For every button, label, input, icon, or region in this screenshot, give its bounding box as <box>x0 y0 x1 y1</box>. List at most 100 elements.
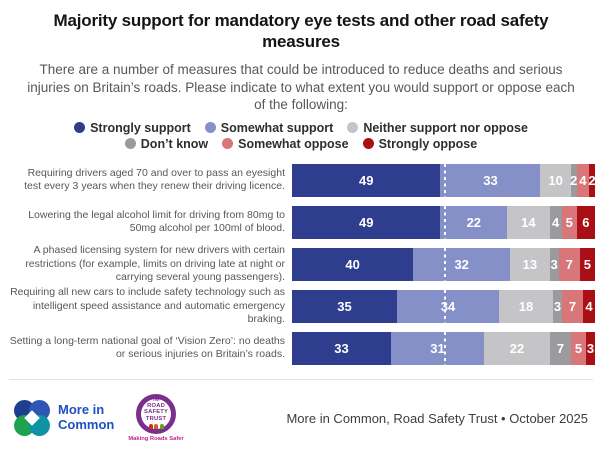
bar-segment: 5 <box>561 205 577 239</box>
source-attribution: More in Common, Road Safety Trust • Octo… <box>286 411 588 427</box>
segment-value: 49 <box>359 172 374 188</box>
road-safety-trust-logo: THE ROAD SAFETY TRUST Making Roads Safer <box>128 393 184 442</box>
segment-value: 5 <box>574 340 583 356</box>
legend-line: Strongly support Somewhat support Neither … <box>0 121 602 135</box>
bar-segment: 7 <box>562 289 583 323</box>
more-in-common-logo: More in Common <box>14 399 115 436</box>
segment-value: 5 <box>565 214 573 230</box>
bar-segment: 13 <box>510 247 550 281</box>
stacked-bar: 49 22 14 4 5 6 <box>292 205 596 239</box>
legend-label: Somewhat support <box>220 120 334 135</box>
stacked-bar: 35 34 18 3 7 4 <box>292 289 595 323</box>
segment-value: 18 <box>518 298 534 314</box>
bar-segment: 22 <box>440 205 508 239</box>
segment-value: 10 <box>548 172 563 188</box>
chart-row: Setting a long-term national goal of ‘Vi… <box>8 331 602 365</box>
segment-value: 22 <box>466 214 482 230</box>
bar-segment: 4 <box>549 205 562 239</box>
segment-value: 7 <box>565 256 573 272</box>
legend-label: Don’t know <box>140 136 209 151</box>
segment-value: 33 <box>334 340 349 356</box>
legend-dot-icon <box>124 138 136 150</box>
footer-divider <box>9 378 593 380</box>
legend-item: Strongly support <box>74 121 191 135</box>
bar-segment: 7 <box>558 247 580 281</box>
segment-value: 2 <box>588 172 596 188</box>
segment-value: 14 <box>521 214 536 230</box>
logo-group: More in Common THE ROAD SAFETY TRUST Mak… <box>14 393 184 442</box>
rst-road-text: ROAD <box>147 402 165 409</box>
segment-value: 22 <box>509 340 525 356</box>
rst-the-text: THE <box>152 398 160 403</box>
category-label: Lowering the legal alcohol limit for dri… <box>28 208 285 235</box>
segment-value: 3 <box>553 298 562 314</box>
legend-item: Somewhat oppose <box>222 136 349 151</box>
bar-segment: 3 <box>586 331 595 365</box>
bar-segment: 10 <box>540 163 571 197</box>
bar-segment: 32 <box>413 247 511 281</box>
legend-label: Somewhat oppose <box>238 136 349 151</box>
segment-value: 32 <box>454 256 469 272</box>
more-in-common-clover-icon <box>14 399 50 436</box>
rst-trust-text: TRUST <box>145 415 167 422</box>
stacked-bar: 49 33 10 2 4 2 <box>292 163 596 197</box>
chart-subtitle: There are a number of measures that coul… <box>27 62 575 113</box>
chart-row: Requiring drivers aged 70 and over to pa… <box>8 163 602 197</box>
bar-segment: 6 <box>576 205 596 239</box>
bar-segment: 35 <box>292 289 397 323</box>
bar-segment: 3 <box>553 289 562 323</box>
footer: More in Common THE ROAD SAFETY TRUST Mak… <box>0 380 602 448</box>
person-icon <box>154 423 159 429</box>
legend-item: Somewhat support <box>204 120 334 135</box>
stacked-bar: 40 32 13 3 7 5 <box>292 247 595 281</box>
chart-row: A phased licensing system for new driver… <box>8 244 602 283</box>
bar-segment: 40 <box>292 247 414 281</box>
rst-safety-text: SAFETY <box>144 409 169 416</box>
bar-segment: 18 <box>499 289 553 323</box>
segment-value: 6 <box>582 214 590 230</box>
segment-value: 34 <box>440 298 456 314</box>
stacked-bar: 33 31 22 7 5 3 <box>292 331 595 365</box>
bar-segment: 2 <box>588 163 596 197</box>
bar-segment: 14 <box>507 205 550 239</box>
segment-value: 40 <box>345 256 360 272</box>
bar-segment: 34 <box>397 289 499 323</box>
segment-value: 3 <box>550 256 558 272</box>
bar-segment: 49 <box>292 205 441 239</box>
segment-value: 4 <box>579 172 587 188</box>
bar-segment: 4 <box>576 163 589 197</box>
category-label: A phased licensing system for new driver… <box>25 244 285 283</box>
category-label: Setting a long-term national goal of ‘Vi… <box>9 334 285 361</box>
person-icon <box>159 423 164 429</box>
segment-value: 4 <box>585 298 593 314</box>
bar-segment: 5 <box>579 247 595 281</box>
more-in-common-wordmark: More in Common <box>58 402 115 432</box>
segment-value: 5 <box>583 256 592 272</box>
legend-label: Strongly oppose <box>378 136 478 151</box>
segment-value: 35 <box>337 298 352 314</box>
legend-dot-icon <box>74 122 86 134</box>
bar-segment: 2 <box>570 163 578 197</box>
segment-value: 3 <box>586 340 595 356</box>
category-label: Requiring drivers aged 70 and over to pa… <box>24 166 285 193</box>
bar-segment: 33 <box>292 331 391 365</box>
segment-value: 7 <box>568 298 577 314</box>
segment-value: 31 <box>430 340 445 356</box>
stacked-bar-chart: Requiring drivers aged 70 and over to pa… <box>0 163 602 365</box>
chart-row: Lowering the legal alcohol limit for dri… <box>8 205 602 239</box>
legend-item: Neither support nor oppose <box>347 121 528 135</box>
legend-item: Don’t know <box>124 136 209 151</box>
segment-value: 2 <box>570 172 578 188</box>
legend-dot-icon <box>362 138 374 150</box>
legend-item: Strongly oppose <box>362 136 478 151</box>
legend-dot-icon <box>204 122 216 134</box>
people-icons <box>148 423 164 429</box>
bar-segment: 3 <box>549 247 559 281</box>
bar-segment: 4 <box>583 289 595 323</box>
legend-line: Don’t know Somewhat oppose Strongly oppose <box>0 137 602 151</box>
rst-tagline: Making Roads Safer <box>128 435 184 442</box>
segment-value: 4 <box>551 214 560 230</box>
segment-value: 7 <box>556 340 565 356</box>
legend-dot-icon <box>347 122 359 134</box>
bar-segment: 49 <box>292 163 441 197</box>
